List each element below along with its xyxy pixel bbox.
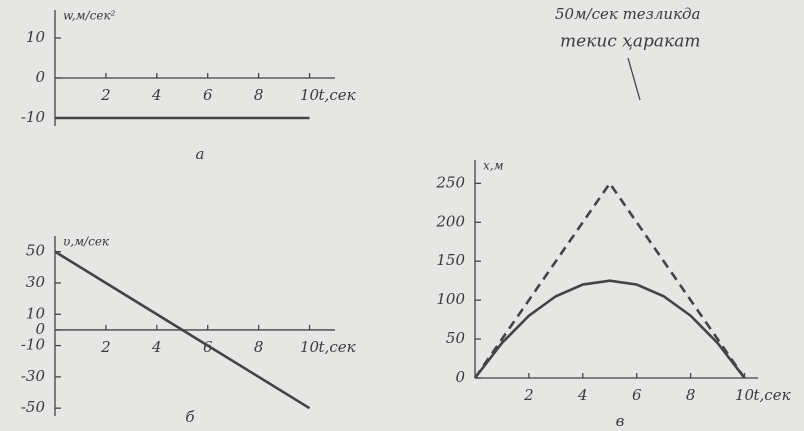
- y-tick-label: 10: [26, 304, 46, 322]
- annotation-pointer: [627, 57, 641, 101]
- x-tick-label: 8: [254, 86, 264, 104]
- y-tick-label: 30: [26, 273, 46, 291]
- y-tick-label: 100: [436, 290, 465, 308]
- x-tick-label: 4: [151, 86, 162, 104]
- y-tick-label: -30: [21, 367, 46, 385]
- y-tick-label: 50: [446, 329, 466, 347]
- x-tick-label: 6: [632, 386, 642, 404]
- y-tick-label: 10: [26, 28, 46, 46]
- x-tick-label: 4: [151, 338, 162, 356]
- x-tick-label: 2: [523, 386, 534, 404]
- y-tick-label: 150: [436, 251, 465, 269]
- caption: в: [616, 412, 625, 430]
- y-axis-label: υ,м/сек: [63, 235, 110, 249]
- caption: a: [196, 145, 205, 163]
- x-tick-label: 2: [100, 86, 111, 104]
- x-tick-label: 10: [300, 338, 320, 356]
- annotation: текис ҳаракат: [560, 32, 700, 52]
- caption: б: [185, 408, 195, 426]
- y-tick-label: -50: [21, 398, 46, 416]
- x-axis-label: t,сек: [319, 338, 356, 356]
- x-tick-label: 8: [686, 386, 696, 404]
- data-line: [473, 279, 746, 379]
- x-tick-label: 4: [577, 386, 588, 404]
- y-tick-label: 200: [435, 212, 465, 230]
- data-line: [54, 250, 311, 410]
- x-axis-label: t,сек: [754, 386, 791, 404]
- x-tick-label: 8: [254, 338, 264, 356]
- x-tick-label: 10: [735, 386, 755, 404]
- y-tick-label: 250: [435, 173, 465, 191]
- y-tick-label: 0: [455, 368, 465, 386]
- x-axis-label: t,сек: [319, 86, 356, 104]
- y-tick-label: 0: [35, 320, 45, 338]
- annotation: 50м/сек тезликда: [555, 5, 700, 23]
- y-tick-label: -10: [21, 336, 46, 354]
- x-tick-label: 6: [203, 86, 213, 104]
- y-tick-label: 0: [35, 68, 45, 86]
- x-tick-label: 10: [300, 86, 320, 104]
- y-tick-label: 50: [26, 242, 46, 260]
- y-axis-label: w,м/сек²: [63, 9, 116, 23]
- data-line: [473, 181, 746, 379]
- y-tick-label: -10: [21, 108, 46, 126]
- x-tick-label: 2: [100, 338, 111, 356]
- y-axis-label: x,м: [483, 159, 504, 173]
